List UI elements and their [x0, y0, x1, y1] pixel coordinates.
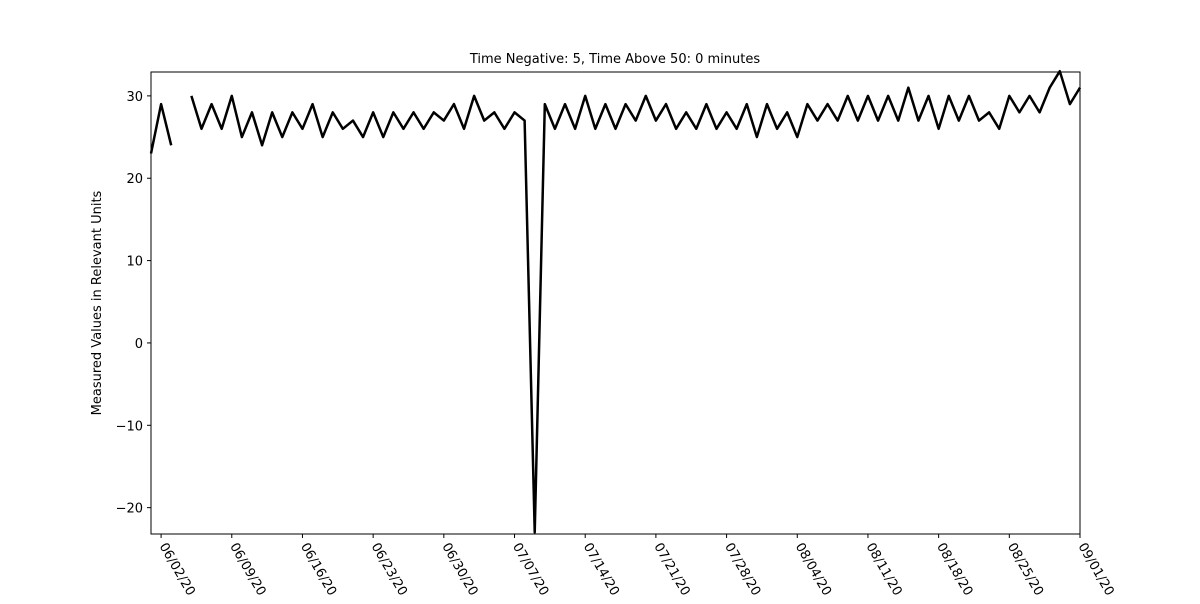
y-tick-label: −10 [116, 419, 143, 434]
x-tick-label: 09/01/20 [1075, 541, 1117, 599]
y-axis-label: Measured Values in Relevant Units [90, 190, 105, 415]
x-tick-label: 08/25/20 [1004, 541, 1046, 599]
x-tick-label: 06/16/20 [297, 541, 339, 599]
x-tick-label: 07/28/20 [721, 541, 763, 599]
x-tick-label: 06/02/20 [156, 541, 198, 599]
data-line [149, 69, 1082, 534]
plot-frame [150, 71, 1081, 535]
x-tick-label: 08/04/20 [792, 541, 834, 599]
x-tick-label: 06/23/20 [368, 541, 410, 599]
x-tick-label: 07/07/20 [509, 541, 551, 599]
y-tick-label: 20 [126, 172, 143, 187]
x-tick-label: 06/30/20 [438, 541, 480, 599]
chart-title: Time Negative: 5, Time Above 50: 0 minut… [469, 52, 761, 67]
y-tick-label: 0 [135, 337, 143, 352]
y-tick-label: 30 [126, 90, 143, 105]
x-tick-label: 08/11/20 [862, 541, 904, 599]
x-tick-label: 06/09/20 [226, 541, 268, 599]
y-tick-label: −20 [116, 502, 143, 517]
x-tick-label: 07/21/20 [650, 541, 692, 599]
x-tick-label: 07/14/20 [580, 541, 622, 599]
y-tick-label: 10 [126, 255, 143, 270]
x-tick-label: 08/18/20 [933, 541, 975, 599]
